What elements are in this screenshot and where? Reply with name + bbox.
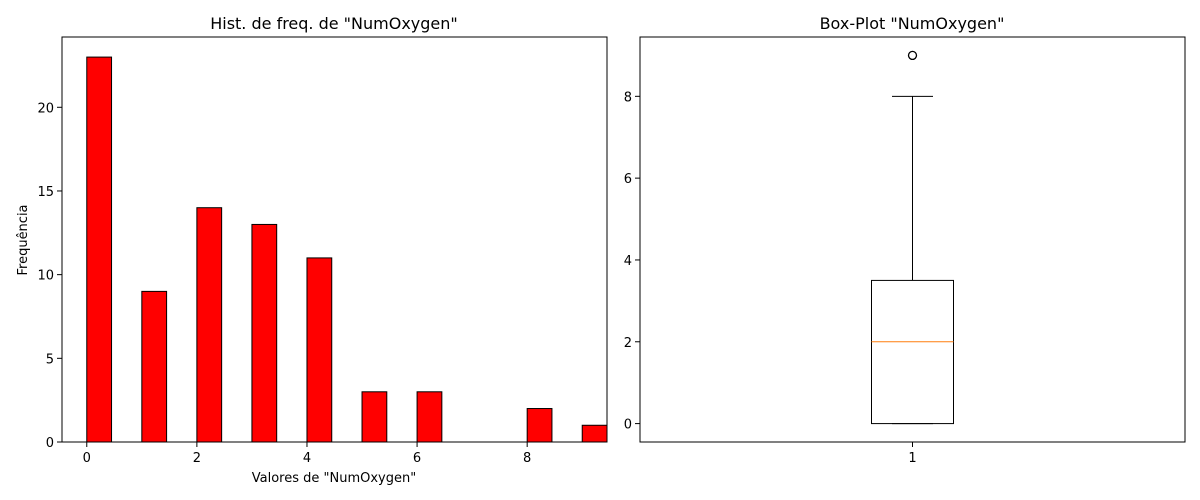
boxplot-box (871, 279, 954, 425)
histogram-chart: Hist. de freq. de "NumOxygen" 0 2 4 6 8 0 5 10… (16, 14, 608, 486)
histogram-x-ticks: 0 2 4 6 8 (83, 442, 531, 466)
histogram-bars (86, 56, 608, 443)
histogram-x-label: Valores de "NumOxygen" (252, 471, 416, 486)
boxplot-outlier (907, 50, 918, 61)
histogram-y-tick-label: 5 (46, 352, 54, 367)
boxplot-title: Box-Plot "NumOxygen" (820, 14, 1005, 33)
boxplot-x-ticks: 1 (908, 442, 917, 466)
boxplot-y-tick-label: 4 (624, 254, 632, 269)
histogram-bar (251, 223, 278, 443)
histogram-x-tick-label: 4 (303, 451, 311, 466)
boxplot-y-tick-label: 6 (624, 172, 632, 187)
histogram-bar (86, 56, 113, 443)
boxplot-x-tick-label: 1 (908, 451, 916, 466)
histogram-bar (361, 391, 388, 443)
histogram-y-tick-label: 15 (37, 185, 54, 200)
boxplot-y-tick-label: 8 (624, 90, 632, 105)
histogram-x-tick-label: 0 (83, 451, 91, 466)
histogram-bar (416, 391, 443, 443)
histogram-bar (306, 257, 333, 443)
histogram-y-tick-label: 0 (46, 436, 54, 451)
histogram-bar (581, 424, 608, 443)
histogram-bar (526, 408, 553, 443)
histogram-y-ticks: 0 5 10 15 20 (37, 101, 62, 451)
boxplot-y-tick-label: 2 (624, 336, 632, 351)
histogram-y-tick-label: 20 (37, 101, 54, 116)
histogram-x-tick-label: 8 (523, 451, 531, 466)
boxplot-y-ticks: 0 2 4 6 8 (624, 90, 640, 433)
boxplot-chart: Box-Plot "NumOxygen" 1 0 2 4 6 8 (624, 14, 1186, 466)
histogram-axes-frame (61, 36, 608, 443)
boxplot-y-tick-label: 0 (624, 418, 632, 433)
histogram-y-label: Frequência (16, 204, 31, 275)
histogram-title: Hist. de freq. de "NumOxygen" (210, 14, 458, 33)
histogram-bar (141, 290, 168, 443)
histogram-bar (196, 207, 223, 443)
histogram-x-tick-label: 2 (193, 451, 201, 466)
histogram-x-tick-label: 6 (413, 451, 421, 466)
boxplot-elements (871, 50, 954, 425)
histogram-y-tick-label: 10 (37, 269, 54, 284)
